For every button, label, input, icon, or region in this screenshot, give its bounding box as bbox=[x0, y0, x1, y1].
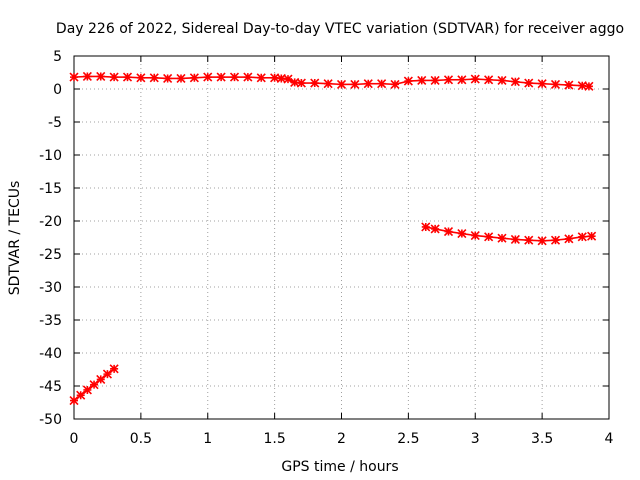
x-tick-label: 1.5 bbox=[263, 431, 285, 447]
data-point bbox=[577, 232, 587, 242]
data-point bbox=[296, 78, 306, 88]
x-tick-label: 4 bbox=[605, 431, 614, 447]
y-tick-label: -20 bbox=[39, 214, 62, 230]
data-point bbox=[96, 374, 106, 384]
data-point bbox=[363, 79, 373, 89]
data-point bbox=[470, 74, 480, 84]
y-axis-label: SDTVAR / TECUs bbox=[7, 181, 23, 296]
data-point bbox=[69, 72, 79, 82]
y-tick-label: -40 bbox=[39, 346, 62, 362]
data-point bbox=[176, 73, 186, 84]
data-point bbox=[323, 79, 333, 89]
data-point bbox=[403, 76, 413, 86]
data-point bbox=[497, 75, 507, 85]
data-point bbox=[270, 73, 280, 83]
data-point bbox=[82, 71, 92, 82]
data-point bbox=[109, 364, 119, 374]
y-tick-label: -30 bbox=[39, 280, 62, 296]
data-point bbox=[497, 233, 507, 243]
data-point bbox=[430, 75, 440, 85]
data-point bbox=[69, 395, 79, 406]
data-point bbox=[96, 71, 106, 82]
y-tick-label: -15 bbox=[39, 181, 62, 197]
data-point bbox=[550, 79, 561, 89]
y-tick-label: 0 bbox=[53, 82, 62, 98]
data-point bbox=[229, 72, 240, 82]
data-point bbox=[510, 77, 520, 87]
data-point bbox=[537, 79, 547, 89]
data-point bbox=[484, 232, 494, 242]
data-point bbox=[136, 73, 146, 83]
y-tick-label: -45 bbox=[39, 379, 62, 395]
grid-lines bbox=[74, 56, 609, 419]
y-tick-label: -10 bbox=[39, 148, 62, 164]
data-point bbox=[102, 369, 113, 379]
data-point bbox=[430, 224, 440, 234]
x-tick-label: 1 bbox=[203, 431, 212, 447]
data-point bbox=[537, 236, 547, 246]
data-point bbox=[510, 234, 520, 245]
data-point bbox=[76, 390, 86, 400]
data-marks bbox=[69, 71, 597, 406]
data-point bbox=[457, 75, 467, 85]
data-point bbox=[89, 380, 99, 390]
data-point bbox=[283, 74, 293, 84]
data-point bbox=[163, 73, 173, 84]
data-point bbox=[82, 385, 92, 395]
x-tick-label: 2.5 bbox=[397, 431, 419, 447]
x-tick-label: 2 bbox=[337, 431, 346, 447]
axis-ticks: 0 0.5 1 1.5 2 2.5 3 3.5 4 5 0 -5 -10 -15 -20 -25 -30 -35 -… bbox=[39, 49, 613, 447]
data-point bbox=[443, 75, 454, 85]
data-point bbox=[564, 234, 574, 244]
data-point bbox=[564, 80, 574, 90]
data-point bbox=[189, 73, 199, 83]
y-tick-label: -5 bbox=[48, 115, 62, 131]
data-point bbox=[457, 228, 467, 239]
data-point bbox=[550, 235, 561, 245]
data-point bbox=[470, 230, 480, 241]
y-tick-label: -50 bbox=[39, 412, 62, 428]
data-point bbox=[243, 72, 253, 82]
data-point bbox=[577, 81, 587, 91]
data-point bbox=[584, 81, 594, 91]
data-point bbox=[421, 222, 431, 232]
data-point bbox=[310, 78, 320, 88]
data-point bbox=[109, 72, 119, 82]
data-point bbox=[524, 235, 534, 245]
data-point bbox=[443, 226, 454, 237]
data-point bbox=[216, 72, 226, 82]
series-1 bbox=[69, 71, 594, 91]
x-tick-label: 3.5 bbox=[531, 431, 553, 447]
x-tick-label: 0 bbox=[70, 431, 79, 447]
series-2 bbox=[421, 222, 597, 246]
data-point bbox=[524, 78, 534, 88]
chart-title: Day 226 of 2022, Sidereal Day-to-day VTE… bbox=[56, 21, 624, 37]
series-3 bbox=[69, 364, 119, 406]
data-point bbox=[484, 75, 494, 85]
data-point bbox=[276, 73, 286, 84]
data-point bbox=[203, 72, 213, 82]
data-point bbox=[377, 79, 387, 89]
y-tick-label: -35 bbox=[39, 313, 62, 329]
data-point bbox=[390, 79, 400, 89]
y-tick-label: 5 bbox=[53, 49, 62, 65]
data-point bbox=[350, 79, 360, 89]
data-point bbox=[290, 77, 300, 87]
data-point bbox=[417, 75, 427, 85]
data-point bbox=[149, 73, 159, 83]
data-point bbox=[122, 72, 133, 82]
data-point bbox=[336, 79, 347, 89]
y-tick-label: -25 bbox=[39, 247, 62, 263]
data-point bbox=[587, 231, 597, 241]
x-tick-label: 0.5 bbox=[130, 431, 152, 447]
x-axis-label: GPS time / hours bbox=[281, 459, 398, 475]
x-tick-label: 3 bbox=[471, 431, 480, 447]
data-point bbox=[256, 73, 266, 83]
